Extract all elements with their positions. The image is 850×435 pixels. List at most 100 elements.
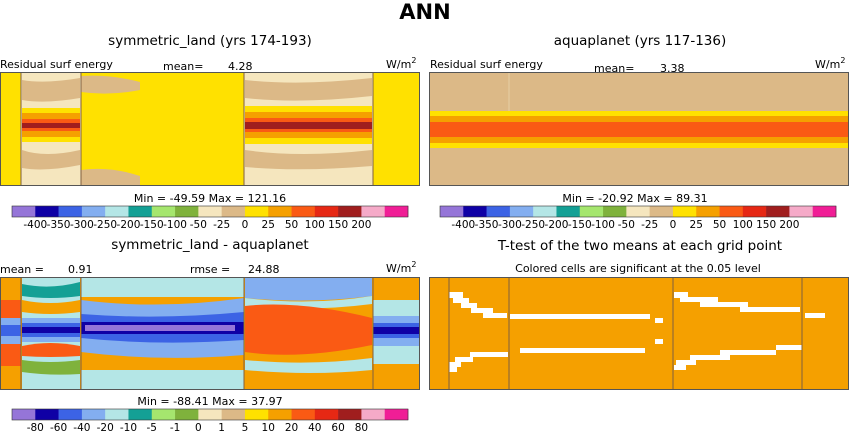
cell-land [373, 72, 420, 186]
heatmap-cells [429, 72, 849, 186]
colorbar-tick-label: -80 [27, 422, 44, 431]
colorbar-swatch [128, 409, 153, 420]
colorbar-swatch [35, 409, 59, 420]
cell-tan [22, 78, 80, 102]
colorbar-tick-label: 20 [285, 422, 298, 431]
cell-white [680, 297, 718, 302]
cell-white [470, 352, 508, 357]
colorbar-swatch [314, 206, 339, 217]
colorbar-tick-label: 50 [713, 219, 726, 231]
colorbar-tick-label: 5 [242, 422, 249, 431]
colorbar-swatch [12, 409, 36, 420]
cell-tan [22, 150, 80, 170]
colorbar-tick-label: 40 [308, 422, 321, 431]
cell-white [510, 314, 650, 319]
panel-difference: symmetric_land - aquaplanet mean = 0.91 … [0, 237, 420, 434]
colorbar-swatch [128, 206, 153, 217]
colorbar-frame [439, 205, 837, 218]
colorbar-swatch [81, 409, 106, 420]
colorbar-swatch [603, 206, 627, 217]
colorbar-swatch [556, 206, 581, 217]
cell-navy [22, 327, 80, 333]
colorbar-tick-label: -100 [591, 219, 615, 231]
colorbar-tick-label: -350 [47, 219, 71, 231]
colorbar-tick-label: -250 [521, 219, 545, 231]
cell-white [449, 292, 463, 298]
colorbar-swatch [198, 409, 222, 420]
colorbar-swatch [268, 206, 292, 217]
colorbar-swatch [151, 206, 176, 217]
cell-tan [245, 150, 372, 170]
panel-subtitle: Colored cells are significant at the 0.0… [515, 262, 761, 275]
cell-white [700, 302, 748, 307]
panel-frame [429, 72, 849, 186]
heatmap-cells [0, 277, 420, 390]
panel-frame [0, 72, 420, 186]
colorbar: -400 -350 -300 -250 -200 -150 -100 -50 -25 0 25 50 1… [439, 205, 837, 231]
colorbar-tick-label: -150 [140, 219, 164, 231]
cell-cyan [81, 370, 244, 390]
colorbar-swatch [766, 206, 790, 217]
cell-white [449, 367, 457, 372]
colorbar-tick-label: -10 [120, 422, 137, 431]
cell-white [690, 355, 730, 360]
min-max-label: Min = -49.59 Max = 121.16 [134, 192, 286, 205]
cell-white [449, 362, 461, 367]
colorbar-tick-label: -5 [147, 422, 157, 431]
cell-orange [22, 300, 80, 314]
colorbar-tick-label: -300 [70, 219, 94, 231]
colorbar-frame [11, 408, 409, 421]
colorbar-tick-label: -100 [163, 219, 187, 231]
cell-white [805, 313, 825, 318]
cell-tan [81, 75, 140, 94]
colorbar-tick-label: -25 [213, 219, 230, 231]
colorbar-swatch [175, 206, 199, 217]
units-label: W/m2 [815, 56, 845, 71]
colorbar-swatch [35, 206, 59, 217]
colorbar-swatch [672, 206, 697, 217]
cell-white [453, 298, 469, 303]
colorbar-swatch [81, 206, 106, 217]
colorbar-tick-label: 25 [690, 219, 703, 231]
mean-value: 0.91 [68, 263, 93, 276]
cell-teal [22, 282, 80, 298]
colorbar-swatch [314, 409, 339, 420]
colorbar-tick-label: 80 [355, 422, 368, 431]
mean-value: 3.38 [660, 62, 685, 75]
colorbar-swatch [221, 206, 246, 217]
cell-white [676, 360, 696, 365]
cell-green [22, 360, 80, 375]
colorbar-tick-label: -60 [50, 422, 67, 431]
cell-blue [0, 325, 21, 336]
heatmap-cells [429, 277, 849, 390]
colorbar-tick-label: -50 [618, 219, 635, 231]
cell-purple [85, 325, 235, 331]
colorbar-swatch [198, 206, 222, 217]
colorbar-tick-label: 60 [331, 422, 344, 431]
colorbar-tick-label: -200 [117, 219, 141, 231]
mean-label: mean= [163, 60, 203, 73]
left-label: Residual surf energy [0, 58, 113, 71]
mean-label: mean= [594, 62, 634, 75]
colorbar-swatch [338, 206, 362, 217]
cell-land [0, 72, 21, 186]
cell-white [471, 308, 493, 313]
colorbar-swatch [626, 206, 650, 217]
colorbar-swatch [291, 409, 316, 420]
colorbar-swatch [175, 409, 199, 420]
cell-tan [81, 168, 140, 186]
colorbar-swatch [244, 206, 269, 217]
colorbar-swatch [384, 206, 409, 217]
colorbar-swatch [533, 206, 557, 217]
cell-red [245, 304, 372, 355]
colorbar-tick-label: 100 [305, 219, 325, 231]
panel-title: symmetric_land (yrs 174-193) [108, 33, 312, 49]
cell-white [655, 339, 663, 344]
colorbar-tick-label: 150 [756, 219, 776, 231]
colorbar-tick-label: -40 [73, 422, 90, 431]
colorbar-swatch [291, 206, 316, 217]
colorbar-swatch [649, 206, 674, 217]
panel-aquaplanet: aquaplanet (yrs 117-136) Residual surf e… [429, 33, 849, 231]
colorbar-swatch [696, 206, 720, 217]
colorbar-tick-label: -20 [97, 422, 114, 431]
